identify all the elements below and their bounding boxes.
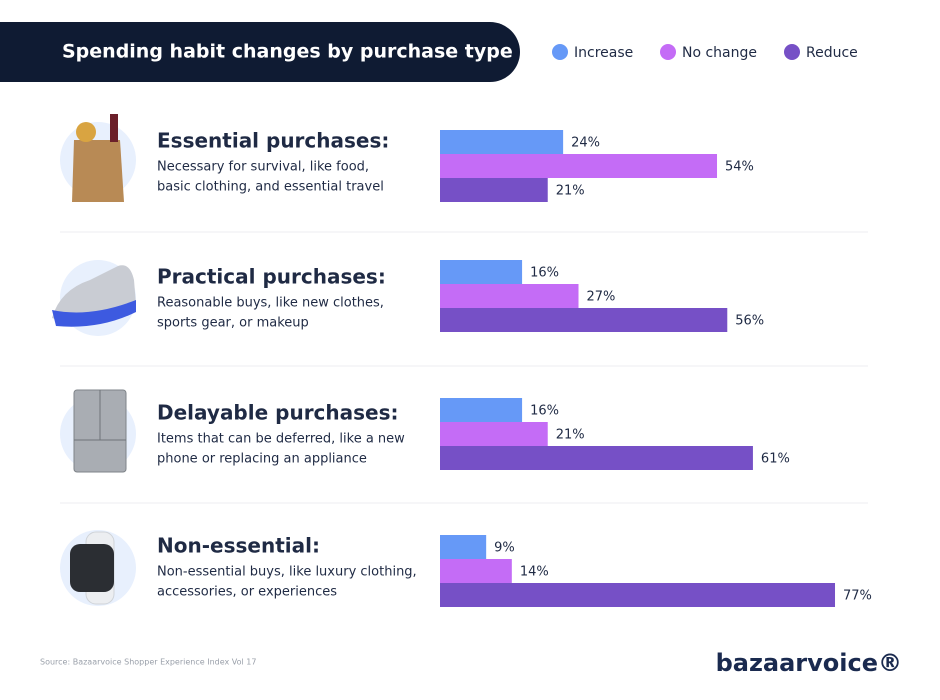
watch-icon — [70, 544, 114, 592]
value-label: 9% — [494, 541, 515, 556]
category-description: basic clothing, and essential travel — [157, 180, 384, 195]
bar — [440, 398, 523, 422]
legend-swatch — [660, 44, 676, 60]
chart-title: Spending habit changes by purchase type — [62, 41, 513, 63]
bread-icon — [76, 122, 96, 142]
category-description: Reasonable buys, like new clothes, — [157, 296, 384, 311]
category-description: phone or replacing an appliance — [157, 452, 367, 467]
value-label: 16% — [530, 404, 559, 419]
value-label: 54% — [725, 160, 754, 175]
legend-label: Increase — [574, 45, 633, 61]
category-description: Items that can be deferred, like a new — [157, 432, 405, 447]
category-description: Necessary for survival, like food, — [157, 160, 369, 175]
category-description: accessories, or experiences — [157, 585, 337, 600]
value-label: 56% — [735, 314, 764, 329]
grocery-bag-icon — [72, 140, 124, 202]
bar — [440, 130, 564, 154]
category-heading: Non-essential: — [157, 534, 320, 558]
legend-swatch — [784, 44, 800, 60]
category-description: Non-essential buys, like luxury clothing… — [157, 565, 417, 580]
value-label: 21% — [556, 184, 585, 199]
title-banner — [0, 22, 520, 82]
category-heading: Practical purchases: — [157, 265, 386, 289]
shoe-sole-icon — [52, 300, 136, 327]
bar — [440, 178, 548, 202]
bar — [440, 154, 718, 178]
category-heading: Delayable purchases: — [157, 401, 399, 425]
value-label: 27% — [587, 290, 616, 305]
value-label: 77% — [843, 589, 872, 604]
bottle-icon — [110, 114, 118, 142]
bar — [440, 308, 728, 332]
legend-swatch — [552, 44, 568, 60]
bar — [440, 422, 548, 446]
value-label: 24% — [571, 136, 600, 151]
value-label: 16% — [530, 266, 559, 281]
bar — [440, 260, 523, 284]
bar — [440, 446, 753, 470]
value-label: 14% — [520, 565, 549, 580]
bar — [440, 284, 579, 308]
bar — [440, 559, 512, 583]
icons — [52, 114, 136, 606]
bar — [440, 583, 836, 607]
bar — [440, 535, 487, 559]
category-description: sports gear, or makeup — [157, 316, 309, 331]
value-label: 21% — [556, 428, 585, 443]
value-label: 61% — [761, 452, 790, 467]
legend-label: No change — [682, 45, 757, 61]
legend-label: Reduce — [806, 45, 858, 61]
source-note: Source: Bazaarvoice Shopper Experience I… — [40, 658, 256, 667]
brand-logo: bazaarvoice® — [716, 649, 902, 677]
category-heading: Essential purchases: — [157, 129, 389, 153]
